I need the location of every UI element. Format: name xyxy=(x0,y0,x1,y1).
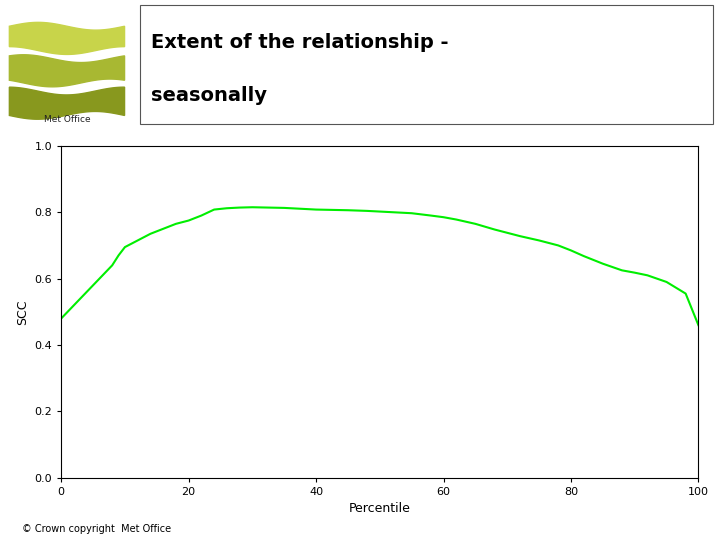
Text: seasonally: seasonally xyxy=(151,86,267,105)
X-axis label: Percentile: Percentile xyxy=(349,503,410,516)
Text: Extent of the relationship -: Extent of the relationship - xyxy=(151,33,449,52)
Polygon shape xyxy=(9,55,125,87)
Polygon shape xyxy=(9,87,125,119)
Text: © Crown copyright  Met Office: © Crown copyright Met Office xyxy=(22,523,171,534)
Y-axis label: SCC: SCC xyxy=(16,299,29,325)
FancyBboxPatch shape xyxy=(140,5,713,124)
Polygon shape xyxy=(9,22,125,55)
Text: Met Office: Met Office xyxy=(44,116,90,124)
